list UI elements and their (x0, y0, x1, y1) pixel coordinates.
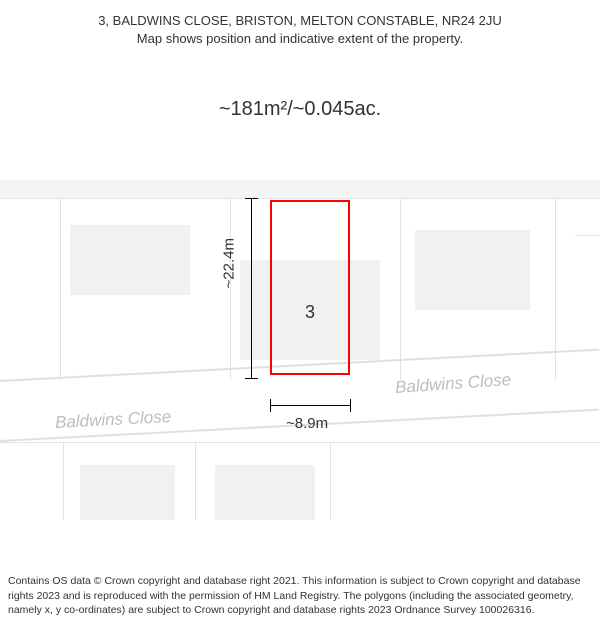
dimension-label-width: ~8.9m (286, 415, 328, 432)
address-line: 3, BALDWINS CLOSE, BRISTON, MELTON CONST… (0, 12, 600, 30)
property-outline (270, 200, 350, 375)
plot-divider (195, 442, 196, 520)
plot-divider (63, 442, 64, 520)
subtitle-line: Map shows position and indicative extent… (0, 30, 600, 48)
area-label: ~181m²/~0.045ac. (0, 98, 600, 121)
building-footprint (415, 230, 530, 310)
plot-divider (575, 235, 600, 236)
dimension-cap (245, 378, 258, 379)
building-footprint (215, 465, 315, 520)
plot-divider (0, 442, 600, 443)
building-footprint (80, 465, 175, 520)
building-footprint (0, 180, 600, 198)
dimension-cap (270, 399, 271, 412)
dimension-line-horizontal (270, 405, 350, 406)
plot-divider (0, 198, 600, 199)
building-footprint (70, 225, 190, 295)
plot-divider (230, 198, 231, 380)
road-label: Baldwins Close (55, 407, 172, 433)
copyright-footer: Contains OS data © Crown copyright and d… (8, 574, 592, 617)
dimension-cap (350, 399, 351, 412)
plot-divider (400, 198, 401, 380)
map-header: 3, BALDWINS CLOSE, BRISTON, MELTON CONST… (0, 0, 600, 48)
plot-divider (60, 198, 61, 380)
plot-divider (330, 442, 331, 520)
dimension-line-vertical (251, 198, 252, 378)
dimension-label-height: ~22.4m (221, 238, 238, 288)
road-label: Baldwins Close (394, 370, 511, 398)
plot-number: 3 (305, 302, 315, 323)
dimension-cap (245, 198, 258, 199)
property-map: Baldwins Close Baldwins Close 3 ~22.4m ~8.9m (0, 180, 600, 520)
